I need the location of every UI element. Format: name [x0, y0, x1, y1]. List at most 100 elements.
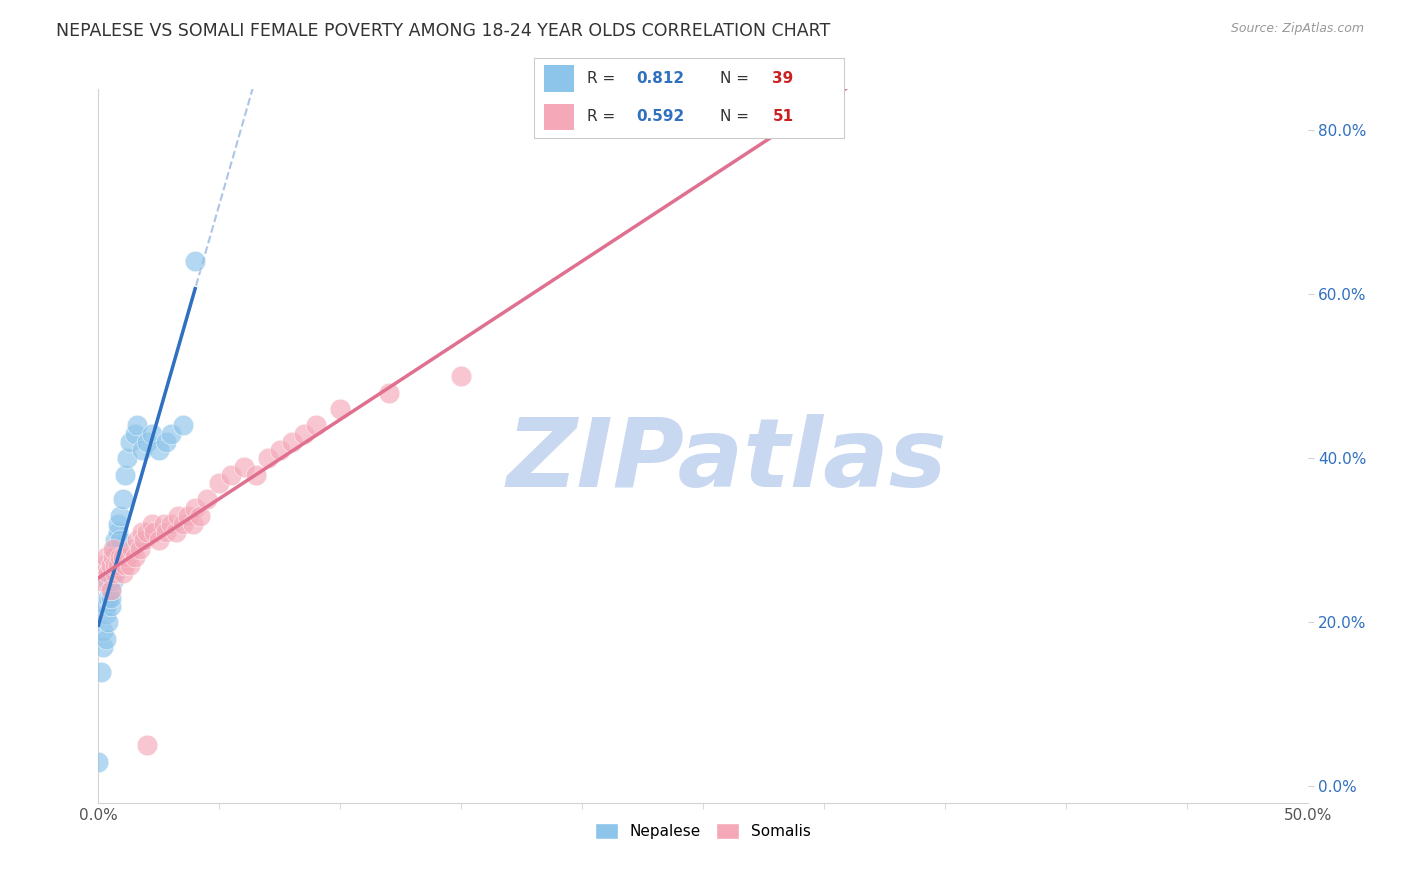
Point	[155, 434, 177, 449]
Text: 39: 39	[772, 70, 794, 86]
Point	[117, 549, 139, 564]
Point	[269, 443, 291, 458]
Text: N =: N =	[720, 70, 754, 86]
Point	[135, 739, 157, 753]
Point	[101, 549, 124, 564]
Point	[305, 418, 328, 433]
Point	[100, 566, 122, 581]
Point	[232, 459, 254, 474]
Point	[450, 369, 472, 384]
Point	[90, 665, 112, 679]
Point	[121, 541, 143, 556]
Legend: Nepalese, Somalis: Nepalese, Somalis	[589, 817, 817, 845]
Point	[155, 525, 177, 540]
Point	[100, 591, 122, 605]
Text: 51: 51	[772, 109, 793, 124]
Point	[141, 426, 163, 441]
Point	[181, 516, 204, 531]
Point	[111, 549, 134, 564]
Point	[292, 426, 315, 441]
Text: 0.592: 0.592	[637, 109, 685, 124]
Point	[108, 533, 131, 548]
Point	[172, 516, 194, 531]
Point	[107, 549, 129, 564]
Point	[100, 558, 122, 572]
Point	[91, 624, 114, 638]
Point	[107, 516, 129, 531]
Point	[141, 516, 163, 531]
Point	[118, 434, 141, 449]
Point	[100, 599, 122, 613]
Point	[94, 632, 117, 646]
Point	[281, 434, 304, 449]
Point	[128, 541, 150, 556]
Point	[108, 549, 131, 564]
Point	[104, 558, 127, 572]
Point	[114, 558, 136, 572]
FancyBboxPatch shape	[544, 65, 575, 92]
Point	[97, 591, 120, 605]
Point	[188, 508, 211, 523]
Point	[208, 475, 231, 490]
Point	[143, 525, 166, 540]
Point	[97, 615, 120, 630]
Point	[152, 516, 174, 531]
Point	[177, 508, 200, 523]
Point	[107, 525, 129, 540]
Point	[184, 500, 207, 515]
Point	[101, 541, 124, 556]
Point	[134, 533, 156, 548]
Point	[221, 467, 243, 482]
Point	[329, 402, 352, 417]
Point	[167, 508, 190, 523]
Point	[131, 443, 153, 458]
Point	[114, 467, 136, 482]
Point	[104, 566, 127, 581]
Point	[377, 385, 399, 400]
Point	[111, 492, 134, 507]
Point	[245, 467, 267, 482]
Point	[118, 558, 141, 572]
Point	[117, 451, 139, 466]
Point	[87, 755, 110, 769]
Text: NEPALESE VS SOMALI FEMALE POVERTY AMONG 18-24 YEAR OLDS CORRELATION CHART: NEPALESE VS SOMALI FEMALE POVERTY AMONG …	[56, 22, 831, 40]
Point	[100, 582, 122, 597]
Point	[184, 254, 207, 268]
Point	[124, 426, 146, 441]
Point	[256, 451, 278, 466]
Point	[160, 426, 183, 441]
Point	[100, 582, 122, 597]
Point	[94, 607, 117, 622]
Point	[148, 443, 170, 458]
Text: R =: R =	[586, 70, 620, 86]
Point	[91, 640, 114, 654]
Text: 0.812: 0.812	[637, 70, 685, 86]
Point	[127, 418, 149, 433]
Point	[101, 574, 124, 589]
Point	[195, 492, 218, 507]
Point	[104, 533, 127, 548]
Point	[127, 533, 149, 548]
Point	[131, 525, 153, 540]
Point	[148, 533, 170, 548]
Point	[94, 599, 117, 613]
Point	[135, 525, 157, 540]
Point	[124, 549, 146, 564]
Point	[94, 549, 117, 564]
Point	[172, 418, 194, 433]
Text: R =: R =	[586, 109, 620, 124]
Text: ZIPatlas: ZIPatlas	[508, 414, 948, 507]
Point	[111, 566, 134, 581]
Point	[90, 574, 112, 589]
Point	[104, 558, 127, 572]
Point	[107, 558, 129, 572]
FancyBboxPatch shape	[544, 103, 575, 130]
Point	[97, 574, 120, 589]
Point	[101, 549, 124, 564]
Point	[135, 434, 157, 449]
Point	[101, 558, 124, 572]
Point	[91, 558, 114, 572]
Point	[104, 541, 127, 556]
Point	[165, 525, 187, 540]
Point	[97, 566, 120, 581]
